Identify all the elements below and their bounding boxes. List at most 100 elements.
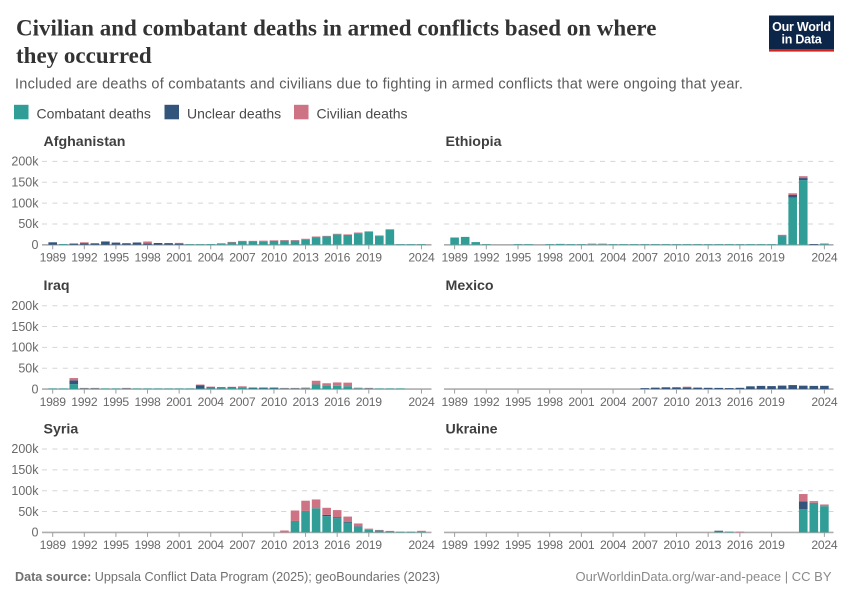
svg-text:2004: 2004	[600, 395, 627, 409]
svg-text:1989: 1989	[442, 251, 469, 265]
svg-text:1998: 1998	[537, 538, 564, 552]
svg-text:100k: 100k	[11, 196, 39, 210]
svg-text:Civilian deaths: Civilian deaths	[317, 105, 408, 121]
svg-text:2004: 2004	[198, 395, 225, 409]
svg-text:200k: 200k	[11, 442, 39, 456]
svg-text:2019: 2019	[356, 251, 383, 265]
svg-text:2007: 2007	[229, 251, 256, 265]
svg-text:150k: 150k	[11, 175, 39, 189]
svg-text:50k: 50k	[18, 505, 39, 519]
svg-text:2024: 2024	[408, 251, 435, 265]
svg-text:2016: 2016	[727, 395, 754, 409]
svg-text:1998: 1998	[134, 538, 161, 552]
svg-text:1995: 1995	[103, 395, 130, 409]
svg-text:2007: 2007	[632, 395, 659, 409]
svg-text:2019: 2019	[758, 251, 785, 265]
svg-text:Ukraine: Ukraine	[446, 422, 498, 438]
svg-text:2007: 2007	[229, 538, 256, 552]
svg-text:2010: 2010	[663, 395, 690, 409]
svg-text:2001: 2001	[166, 395, 193, 409]
svg-text:2016: 2016	[324, 538, 351, 552]
svg-text:150k: 150k	[11, 463, 39, 477]
svg-text:Mexico: Mexico	[446, 278, 494, 294]
svg-text:2013: 2013	[695, 251, 722, 265]
svg-text:1992: 1992	[71, 538, 98, 552]
svg-text:2004: 2004	[198, 538, 225, 552]
svg-text:50k: 50k	[18, 361, 39, 375]
svg-text:2001: 2001	[166, 251, 193, 265]
svg-text:2004: 2004	[198, 251, 225, 265]
svg-text:2001: 2001	[568, 395, 595, 409]
svg-text:1989: 1989	[442, 395, 469, 409]
svg-text:2004: 2004	[600, 251, 627, 265]
svg-text:0: 0	[32, 238, 39, 252]
svg-text:1998: 1998	[537, 251, 564, 265]
svg-text:2001: 2001	[568, 538, 595, 552]
svg-text:Civilian and combatant deaths: Civilian and combatant deaths in armed c…	[16, 16, 656, 41]
svg-text:Combatant deaths: Combatant deaths	[37, 105, 151, 121]
svg-text:2013: 2013	[695, 538, 722, 552]
svg-text:200k: 200k	[11, 155, 39, 169]
svg-text:2019: 2019	[356, 395, 383, 409]
svg-text:2016: 2016	[324, 251, 351, 265]
svg-text:1989: 1989	[442, 538, 469, 552]
svg-text:1989: 1989	[40, 395, 67, 409]
svg-text:1995: 1995	[505, 395, 532, 409]
svg-text:1992: 1992	[473, 395, 500, 409]
svg-text:2013: 2013	[695, 395, 722, 409]
svg-text:1998: 1998	[134, 395, 161, 409]
svg-text:2010: 2010	[261, 251, 288, 265]
svg-text:200k: 200k	[11, 299, 39, 313]
svg-text:100k: 100k	[11, 341, 39, 355]
svg-text:Unclear deaths: Unclear deaths	[187, 105, 281, 121]
svg-text:150k: 150k	[11, 320, 39, 334]
svg-text:in Data: in Data	[782, 33, 823, 47]
svg-text:2024: 2024	[408, 395, 435, 409]
svg-text:2007: 2007	[632, 251, 659, 265]
svg-text:2024: 2024	[408, 538, 435, 552]
svg-text:1992: 1992	[473, 251, 500, 265]
svg-text:Iraq: Iraq	[44, 278, 70, 294]
svg-text:they occurred: they occurred	[16, 43, 152, 68]
svg-text:2004: 2004	[600, 538, 627, 552]
svg-text:2024: 2024	[811, 251, 838, 265]
svg-text:1989: 1989	[40, 251, 67, 265]
svg-text:1995: 1995	[505, 251, 532, 265]
svg-text:1992: 1992	[71, 395, 98, 409]
svg-text:2016: 2016	[727, 251, 754, 265]
svg-text:1992: 1992	[473, 538, 500, 552]
svg-text:2001: 2001	[166, 538, 193, 552]
svg-text:Afghanistan: Afghanistan	[44, 134, 126, 150]
svg-text:1992: 1992	[71, 251, 98, 265]
svg-text:Our World: Our World	[772, 20, 831, 34]
svg-text:2013: 2013	[292, 538, 319, 552]
svg-text:2007: 2007	[229, 395, 256, 409]
svg-text:2001: 2001	[568, 251, 595, 265]
svg-text:2019: 2019	[356, 538, 383, 552]
svg-text:1998: 1998	[537, 395, 564, 409]
svg-text:1995: 1995	[505, 538, 532, 552]
svg-text:2010: 2010	[261, 538, 288, 552]
svg-text:2007: 2007	[632, 538, 659, 552]
svg-text:1995: 1995	[103, 251, 130, 265]
svg-text:2016: 2016	[324, 395, 351, 409]
svg-text:0: 0	[32, 526, 39, 540]
svg-text:2010: 2010	[261, 395, 288, 409]
svg-text:1989: 1989	[40, 538, 67, 552]
svg-text:Data source: Uppsala Conflict: Data source: Uppsala Conflict Data Progr…	[15, 570, 440, 584]
svg-text:2016: 2016	[727, 538, 754, 552]
svg-text:100k: 100k	[11, 484, 39, 498]
svg-text:1995: 1995	[103, 538, 130, 552]
svg-text:2010: 2010	[663, 251, 690, 265]
svg-text:2024: 2024	[811, 538, 838, 552]
svg-text:Included are deaths of combata: Included are deaths of combatants and ci…	[15, 77, 743, 93]
svg-text:2013: 2013	[292, 251, 319, 265]
svg-text:OurWorldinData.org/war-and-pea: OurWorldinData.org/war-and-peace | CC BY	[575, 569, 831, 584]
svg-text:50k: 50k	[18, 217, 39, 231]
svg-text:1998: 1998	[134, 251, 161, 265]
svg-text:2024: 2024	[811, 395, 838, 409]
svg-text:2010: 2010	[663, 538, 690, 552]
svg-text:0: 0	[32, 382, 39, 396]
svg-text:Ethiopia: Ethiopia	[446, 134, 502, 150]
svg-text:Syria: Syria	[44, 422, 79, 438]
